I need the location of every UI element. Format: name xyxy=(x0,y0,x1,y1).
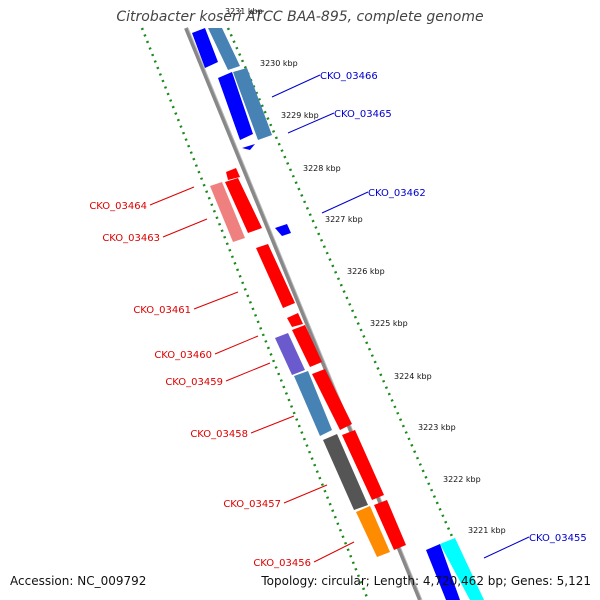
gene-label[interactable]: CKO_03458 xyxy=(190,429,248,440)
scale-tick-label: 3223 kbp xyxy=(418,423,456,432)
gene-leader-line xyxy=(313,541,355,563)
gene-leader-line xyxy=(283,484,328,504)
cog-block xyxy=(192,28,218,68)
cog-block xyxy=(323,434,368,510)
outer-tick-track xyxy=(140,27,370,600)
scale-tick-label: 3221 kbp xyxy=(468,526,506,535)
scale-tick-label: 3228 kbp xyxy=(303,164,341,173)
cog-block xyxy=(226,168,240,180)
gene-leader-line xyxy=(162,218,208,238)
gene-label[interactable]: CKO_03465 xyxy=(334,109,392,120)
gene-label[interactable]: CKO_03464 xyxy=(89,201,147,212)
gene-leader-line xyxy=(287,112,335,134)
scale-tick-label: 3227 kbp xyxy=(325,215,363,224)
cog-block xyxy=(218,72,253,140)
cog-block xyxy=(275,224,291,236)
scale-tick-label: 3229 kbp xyxy=(281,111,319,120)
gene-label[interactable]: CKO_03460 xyxy=(154,350,212,361)
cog-block xyxy=(374,500,406,550)
cog-block xyxy=(342,430,384,500)
cog-block xyxy=(242,144,255,150)
cog-block xyxy=(225,178,262,233)
scale-tick-label: 3225 kbp xyxy=(370,319,408,328)
gene-leader-line xyxy=(193,291,239,310)
cog-block xyxy=(208,28,240,70)
gene-leader-line xyxy=(149,186,195,206)
cog-block xyxy=(426,544,460,600)
cog-block xyxy=(440,538,484,600)
cog-block xyxy=(256,244,295,308)
cog-block xyxy=(287,313,303,327)
gene-label[interactable]: CKO_03462 xyxy=(368,188,426,199)
gene-label[interactable]: CKO_03459 xyxy=(165,377,223,388)
scale-tick-label: 3226 kbp xyxy=(347,267,385,276)
accession-text: Accession: NC_009792 xyxy=(10,574,147,588)
gene-label[interactable]: CKO_03455 xyxy=(529,533,587,544)
cog-block xyxy=(233,68,272,140)
cog-block xyxy=(294,371,332,436)
gene-leader-line xyxy=(271,74,321,98)
scale-tick-label: 3230 kbp xyxy=(260,59,298,68)
cog-block xyxy=(275,333,305,375)
gene-leader-line xyxy=(250,415,295,434)
scale-tick-label: 3224 kbp xyxy=(394,372,432,381)
gene-label[interactable]: CKO_03461 xyxy=(133,305,191,316)
gene-leader-line xyxy=(214,335,259,355)
scale-tick-label: 3222 kbp xyxy=(443,475,481,484)
gene-leader-line xyxy=(321,191,369,214)
gene-leader-line xyxy=(483,536,530,559)
topology-text: Topology: circular; Length: 4,720,462 bp… xyxy=(261,574,591,588)
cog-block xyxy=(210,182,245,242)
cog-block xyxy=(292,325,322,367)
gene-label[interactable]: CKO_03457 xyxy=(223,499,281,510)
gene-leader-line xyxy=(225,362,271,382)
gene-label[interactable]: CKO_03456 xyxy=(253,558,311,569)
scale-tick-label: 3231 kbp xyxy=(225,7,263,16)
cog-block xyxy=(312,369,352,430)
gene-label[interactable]: CKO_03463 xyxy=(102,233,160,244)
gene-label[interactable]: CKO_03466 xyxy=(320,71,378,82)
cog-block xyxy=(356,506,390,557)
map-title: Citrobacter koseri ATCC BAA-895, complet… xyxy=(116,9,484,25)
